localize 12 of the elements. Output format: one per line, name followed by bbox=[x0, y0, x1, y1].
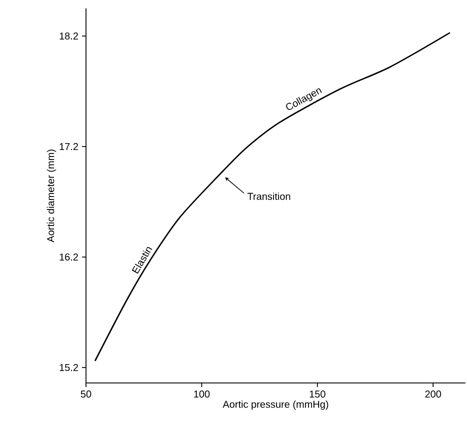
x-axis-title: Aortic pressure (mmHg) bbox=[222, 400, 328, 410]
x-tick-label: 100 bbox=[194, 390, 210, 398]
y-tick-label: 17.2 bbox=[60, 143, 78, 150]
y-tick-label: 15.2 bbox=[60, 364, 78, 372]
x-tick-label: 50 bbox=[80, 390, 92, 398]
x-tick-label: 200 bbox=[425, 390, 442, 398]
annotation: Transition bbox=[247, 192, 290, 200]
y-tick-label: 18.2 bbox=[60, 32, 78, 40]
y-tick-label: 16.2 bbox=[60, 253, 78, 261]
y-axis-title: Aortic diameter (mm) bbox=[46, 150, 56, 242]
x-tick-label: 150 bbox=[310, 390, 326, 398]
line-series bbox=[94, 32, 451, 362]
